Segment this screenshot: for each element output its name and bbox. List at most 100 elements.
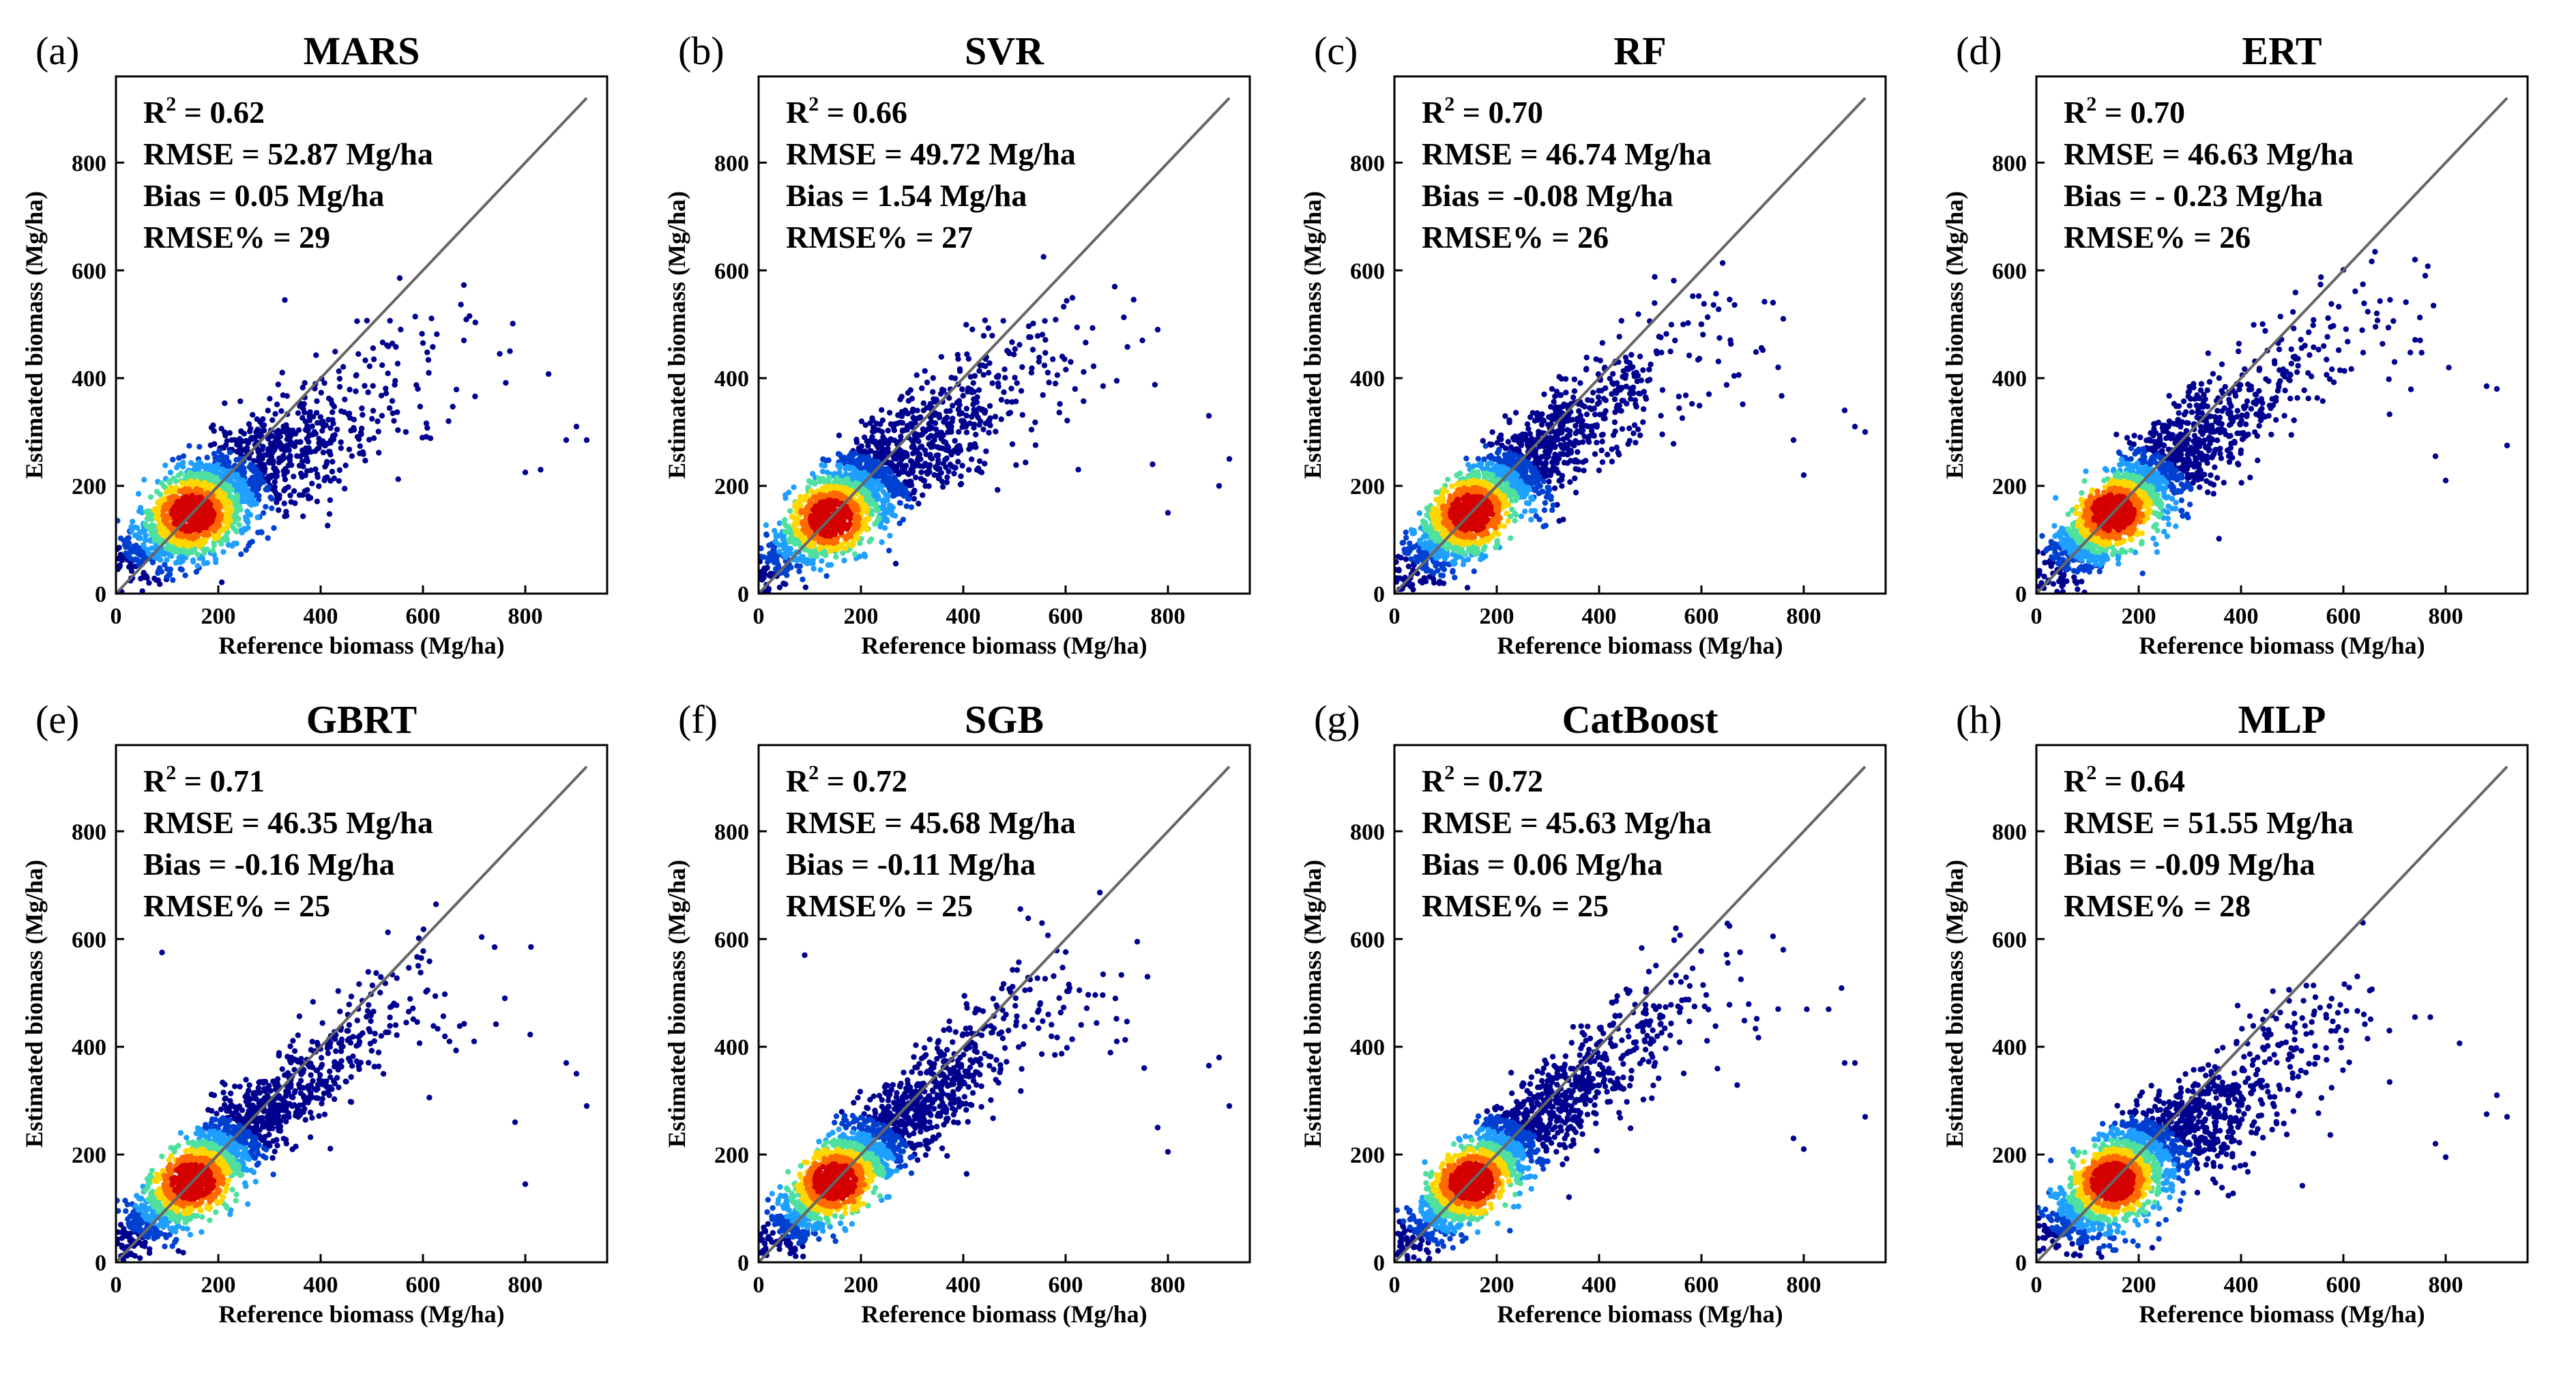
scatter-point [1672, 337, 1678, 344]
scatter-point [905, 398, 912, 404]
scatter-point [1634, 378, 1641, 385]
scatter-point [821, 463, 828, 469]
scatter-point [852, 551, 858, 557]
panel-title: MARS [304, 29, 420, 73]
scatter-point [413, 382, 420, 388]
scatter-points [1394, 260, 1869, 593]
scatter-point [1652, 274, 1658, 280]
scatter-point [872, 521, 878, 527]
scatter-point [1403, 556, 1409, 562]
scatter-point [1613, 405, 1620, 411]
scatter-point [412, 313, 418, 320]
scatter-point [1495, 450, 1501, 456]
scatter-point [1780, 316, 1787, 322]
scatter-point [903, 503, 910, 510]
scatter-point [369, 416, 375, 422]
scatter-point [1594, 439, 1600, 446]
scatter-point [923, 451, 929, 458]
scatter-point [287, 492, 293, 499]
scatter-point [800, 577, 806, 583]
scatter-point [1009, 339, 1015, 345]
scatter-point [250, 411, 256, 418]
scatter-point [349, 453, 355, 459]
scatter-point [1549, 417, 1555, 423]
scatter-point [1529, 468, 1535, 474]
scatter-point [810, 566, 817, 572]
scatter-point [1600, 416, 1607, 422]
scatter-point [204, 454, 210, 461]
rmse-percent-stat: RMSE% = 29 [143, 220, 330, 255]
rmse-percent-stat: RMSE% = 27 [786, 220, 973, 255]
scatter-point [1553, 388, 1560, 394]
scatter-point [1659, 431, 1665, 437]
scatter-point [375, 428, 381, 435]
scatter-point [1572, 489, 1579, 496]
scatter-point [1541, 507, 1548, 513]
scatter-point [1698, 321, 1705, 328]
scatter-point [305, 493, 311, 499]
scatter-point [283, 508, 289, 515]
scatter-point [218, 426, 224, 432]
scatter-point [254, 514, 261, 521]
scatter-point [1695, 293, 1702, 300]
scatter-point [162, 462, 169, 469]
scatter-point [802, 584, 809, 590]
scatter-point [879, 407, 885, 413]
scatter-point [385, 370, 391, 377]
scatter-point [182, 572, 188, 579]
scatter-point [791, 504, 798, 510]
scatter-point [1645, 377, 1651, 384]
scatter-point [767, 551, 773, 557]
scatter-point [982, 409, 988, 416]
scatter-point [1547, 472, 1553, 478]
scatter-point [503, 379, 509, 386]
scatter-point [267, 441, 274, 447]
scatter-point [1658, 349, 1665, 355]
scatter-point [338, 408, 345, 414]
scatter-point [276, 459, 282, 465]
scatter-point [959, 424, 965, 431]
y-tick-label: 600 [72, 259, 106, 284]
scatter-point [1564, 446, 1571, 452]
scatter-point [1006, 350, 1012, 357]
scatter-point [282, 513, 288, 519]
scatter-point [1475, 549, 1481, 555]
scatter-point [930, 389, 936, 395]
scatter-point [299, 474, 305, 480]
scatter-point [955, 407, 962, 413]
scatter-point [933, 464, 939, 471]
scatter-point [1710, 302, 1716, 308]
scatter-point [1595, 394, 1602, 401]
scatter-point [959, 463, 965, 469]
scatter-point [1036, 359, 1042, 365]
x-tick-label: 600 [1049, 604, 1083, 629]
scatter-point [887, 487, 893, 493]
scatter-point [1583, 411, 1590, 418]
scatter-point [1042, 336, 1049, 343]
scatter-point [563, 437, 570, 444]
scatter-point [146, 580, 152, 586]
scatter-point [898, 433, 904, 439]
scatter-point [1452, 575, 1458, 581]
scatter-point [330, 409, 336, 416]
scatter-point [181, 548, 188, 554]
scatter-point [925, 435, 932, 441]
scatter-point [226, 430, 233, 436]
scatter-point [1605, 452, 1611, 458]
scatter-point [126, 535, 132, 541]
y-tick-label: 200 [714, 474, 749, 499]
scatter-point [1617, 387, 1624, 393]
scatter-point [810, 471, 816, 477]
scatter-point [326, 511, 333, 517]
y-tick-label: 800 [714, 151, 749, 176]
scatter-point [956, 402, 963, 408]
scatter-point [259, 422, 265, 428]
scatter-point [1475, 456, 1482, 462]
scatter-point [1090, 363, 1097, 369]
scatter-point [896, 471, 902, 478]
scatter-point [1581, 433, 1587, 439]
scatter-point [1704, 314, 1711, 320]
scatter-point [1596, 467, 1602, 474]
scatter-point [982, 317, 989, 323]
